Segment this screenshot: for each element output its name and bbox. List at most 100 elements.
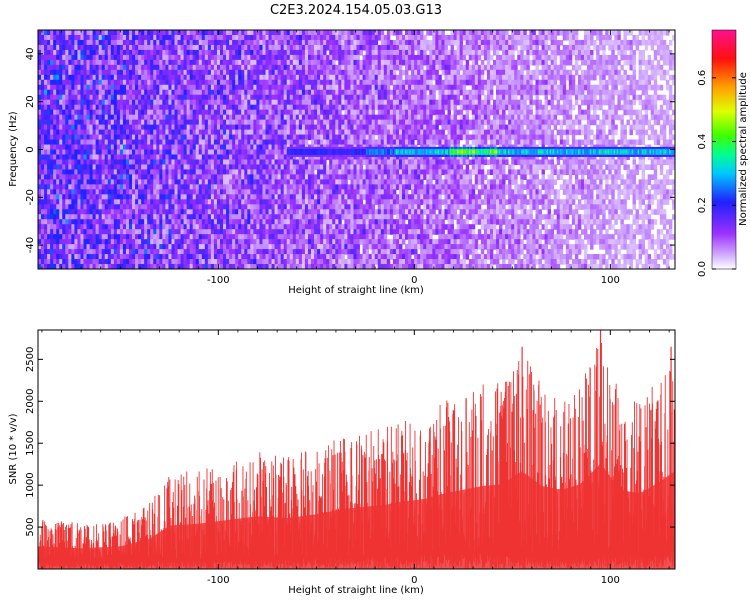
spectrogram-cell	[122, 219, 127, 225]
spectrogram-cell	[250, 179, 254, 185]
spectrogram-cell	[186, 94, 191, 101]
spectrogram-cell	[104, 224, 109, 230]
spectrogram-cell	[244, 254, 248, 260]
spectrogram-cell	[71, 214, 75, 220]
spectrogram-cell	[350, 79, 354, 86]
spectrogram-cell	[71, 169, 75, 175]
spectrogram-cell	[95, 139, 100, 146]
spectrogram-cell	[226, 44, 230, 51]
spectrogram-cell	[286, 199, 291, 205]
spectrogram-cell	[47, 89, 51, 96]
spectrogram-cell	[204, 254, 209, 260]
spectrogram-cell	[341, 99, 345, 106]
spectrogram-cell	[262, 89, 266, 96]
spectrogram-cell	[338, 30, 342, 36]
spectrogram-cell	[329, 54, 333, 61]
spectrogram-cell	[314, 30, 318, 36]
spectrogram-cell	[129, 89, 133, 96]
spectrogram-cell	[232, 164, 236, 171]
spectrogram-cell	[223, 49, 227, 56]
spectrogram-cell	[110, 39, 115, 46]
spectrogram-cell	[268, 234, 272, 240]
spectrogram-cell	[144, 94, 148, 101]
spectrogram-cell	[132, 59, 136, 66]
spectrogram-cell	[347, 194, 351, 200]
spectrogram-cell	[274, 54, 279, 61]
spectrogram-cell	[156, 104, 160, 111]
spectrogram-cell	[59, 164, 63, 171]
spectrogram-cell	[189, 184, 194, 190]
spectrogram-cell	[62, 49, 66, 56]
spectrogram-cell	[159, 189, 163, 195]
spectrogram-cell	[95, 159, 100, 166]
spectrogram-cell	[241, 264, 245, 269]
spectrogram-cell	[150, 54, 154, 61]
spectrogram-cell	[247, 114, 251, 121]
spectrogram-cell	[68, 194, 72, 200]
spectrogram-cell	[138, 189, 142, 195]
spectrogram-cell	[95, 109, 100, 116]
spectrogram-cell	[256, 64, 260, 71]
spectrogram-cell	[156, 129, 160, 136]
spectrogram-cell	[77, 94, 81, 101]
spectrogram-cell	[277, 64, 282, 71]
spectrogram-cell	[262, 199, 266, 205]
spectrogram-cell	[307, 169, 312, 175]
spectrogram-cell	[277, 114, 282, 121]
spectrogram-cell	[59, 139, 63, 146]
spectrogram-cell	[207, 119, 212, 126]
spectrogram-cell	[256, 144, 260, 151]
spectrogram-cell	[226, 264, 230, 269]
spectrogram-cell	[232, 129, 236, 136]
spectrogram-cell	[56, 74, 60, 81]
spectrogram-cell	[59, 249, 63, 255]
spectrogram-cell	[86, 64, 90, 71]
spectrogram-cell	[235, 69, 239, 76]
spectrogram-cell	[329, 109, 333, 116]
spectrogram-cell	[265, 134, 269, 141]
spectrogram-cell	[213, 30, 218, 36]
spectrogram-cell	[129, 119, 133, 126]
spectrogram-cell	[56, 224, 60, 230]
spectrogram-cell	[56, 99, 60, 106]
spectrogram-cell	[53, 194, 57, 200]
spectrogram-cell	[213, 134, 218, 141]
spectrogram-cell	[144, 129, 148, 136]
spectrogram-cell	[226, 224, 230, 230]
spectrogram-cell	[289, 39, 294, 46]
spectrogram-cell	[262, 30, 266, 36]
spectrogram-cell	[104, 239, 109, 245]
spectrogram-cell	[344, 94, 348, 101]
spectrogram-cell	[92, 174, 97, 180]
spectrogram-cell	[177, 229, 181, 235]
spectrogram-cell	[311, 74, 315, 81]
spectrogram-cell	[232, 244, 236, 250]
spectrogram-cell	[110, 99, 115, 106]
spectrogram-cell	[101, 239, 106, 245]
spectrogram-cell	[235, 124, 239, 131]
spectrogram-cell	[244, 159, 248, 166]
spectrogram-cell	[83, 164, 87, 171]
spectrogram-cell	[129, 224, 133, 230]
spectrogram-cell	[195, 104, 200, 111]
spectrogram-cell	[335, 39, 339, 46]
spectrogram-cell	[304, 169, 309, 175]
spectrogram-cell	[50, 244, 54, 250]
spectrogram-cell	[250, 34, 254, 41]
spectrogram-cell	[53, 254, 57, 260]
spectrogram-cell	[59, 124, 63, 131]
spectrogram-cell	[129, 69, 133, 76]
spectrogram-cell	[320, 209, 324, 215]
spectrogram-cell	[213, 139, 218, 146]
spectrogram-cell	[38, 30, 42, 36]
spectrogram-cell	[168, 194, 172, 200]
spectrogram-cell	[171, 64, 175, 71]
spectrogram-cell	[89, 204, 93, 210]
spectrogram-cell	[329, 69, 333, 76]
spectrogram-cell	[132, 174, 136, 180]
spectrogram-cell	[298, 114, 303, 121]
spectrogram-cell	[125, 189, 130, 195]
spectrogram-cell	[350, 154, 354, 161]
spectrogram-cell	[174, 204, 178, 210]
spectrogram-cell	[220, 144, 224, 151]
